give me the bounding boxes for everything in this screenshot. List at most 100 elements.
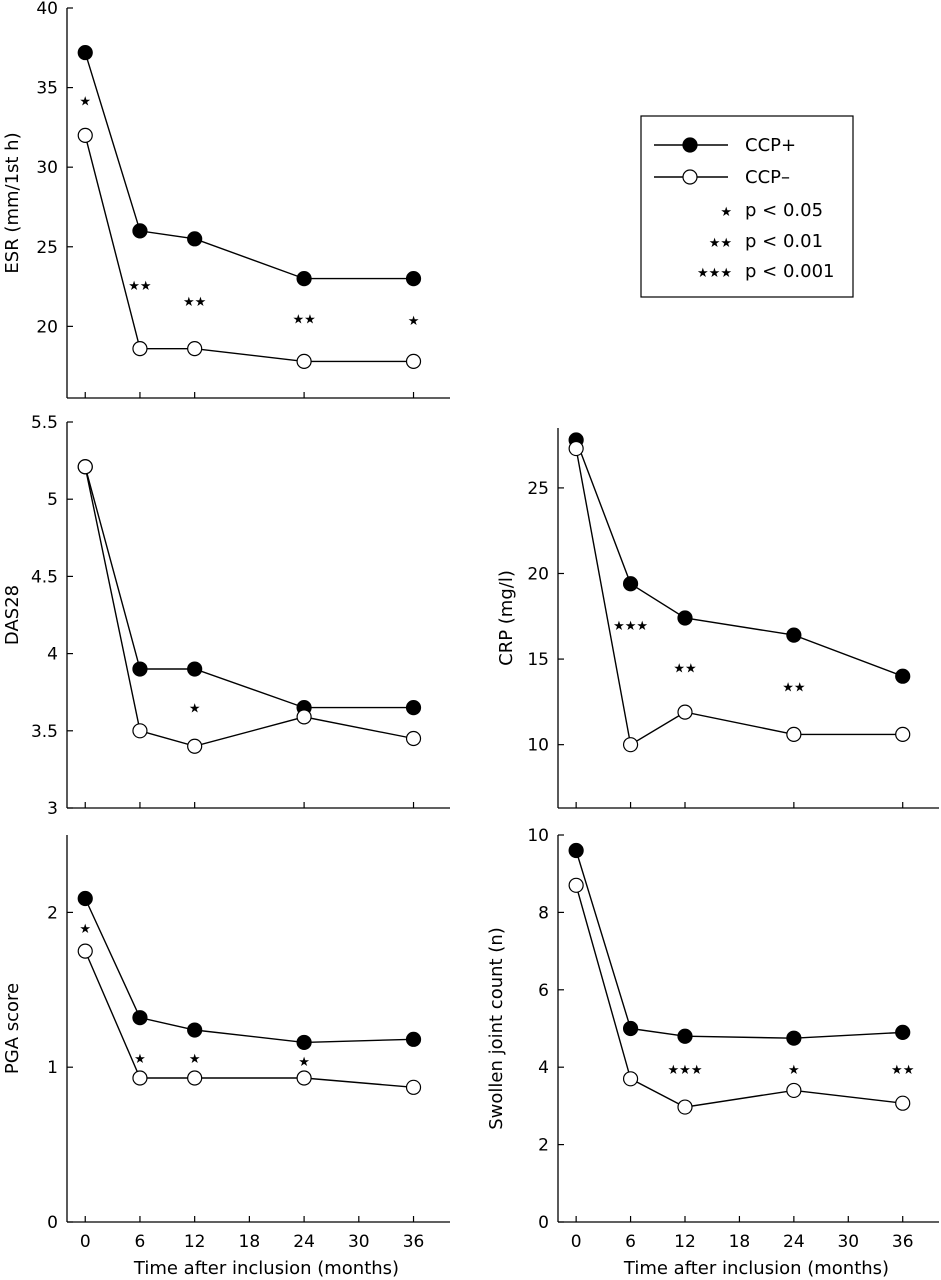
- esr-significance-stars: ★: [79, 94, 91, 109]
- pga-point-ccp-plus: [77, 890, 93, 907]
- sjc-x-axis-title: Time after inclusion (months): [623, 1258, 889, 1279]
- pga-point-ccp-minus: [296, 1070, 312, 1086]
- sjc-point-ccp-minus: [895, 1095, 911, 1111]
- das28-y-tick-label: 5: [47, 490, 58, 510]
- pga-y-tick-label: 0: [47, 1213, 58, 1233]
- esr-y-tick-label: 20: [36, 317, 58, 337]
- pga-significance-stars: ★: [298, 1055, 310, 1070]
- das28-y-tick-label: 5.5: [31, 413, 58, 433]
- sjc-y-tick-label: 0: [538, 1213, 549, 1233]
- crp-significance-stars: ★★★: [613, 619, 648, 634]
- sjc-significance-stars: ★: [788, 1063, 800, 1078]
- pga-point-ccp-minus: [77, 943, 93, 959]
- crp-point-ccp-plus: [895, 668, 911, 684]
- crp-point-ccp-minus: [622, 737, 639, 753]
- sjc-y-tick-label: 10: [527, 826, 549, 846]
- sjc-y-tick-label: 2: [538, 1136, 549, 1156]
- sjc-significance-stars: ★★: [891, 1063, 914, 1078]
- legend: CCP+ CCP– ★ p < 0.05 ★★ p < 0.01 ★★★ p <…: [640, 115, 854, 298]
- crp-y-tick-label: 25: [527, 479, 549, 499]
- pga-y-axis-title: PGA score: [2, 983, 23, 1074]
- das28-y-tick-label: 3: [47, 799, 58, 819]
- crp-y-axis-title: CRP (mg/l): [496, 570, 517, 666]
- sjc-x-tick-label: 12: [674, 1232, 696, 1252]
- sjc-point-ccp-plus: [568, 842, 584, 859]
- das28-point-ccp-minus: [187, 738, 203, 754]
- pga-significance-stars: ★: [134, 1052, 146, 1067]
- pga-point-ccp-plus: [405, 1031, 422, 1047]
- das28-point-ccp-plus: [187, 661, 203, 677]
- crp-point-ccp-minus: [895, 726, 911, 742]
- esr-y-tick-label: 30: [36, 158, 58, 178]
- sjc-point-ccp-minus: [568, 877, 584, 893]
- legend-box: [640, 115, 854, 298]
- esr-y-tick-label: 40: [36, 0, 58, 19]
- crp-point-ccp-plus: [786, 627, 802, 643]
- legend-label-p005: p < 0.05: [745, 200, 823, 221]
- esr-point-ccp-minus: [187, 341, 203, 357]
- legend-label-p001: p < 0.01: [745, 231, 823, 252]
- crp-series-line-ccp-plus: [575, 439, 903, 677]
- das28-y-tick-label: 3.5: [31, 722, 58, 742]
- esr-series-line-ccp-minus: [84, 135, 414, 363]
- crp-significance-stars: ★★: [782, 680, 805, 695]
- legend-stars-p0001: ★★★: [697, 266, 732, 281]
- esr-point-ccp-minus: [405, 353, 422, 369]
- esr-series-line-ccp-plus: [84, 52, 414, 280]
- sjc-point-ccp-plus: [895, 1024, 911, 1040]
- legend-label-p0001: p < 0.001: [745, 261, 834, 282]
- pga-x-tick-label: 18: [239, 1232, 261, 1252]
- crp-point-ccp-plus: [677, 610, 693, 626]
- legend-marker-ccp-plus: [682, 137, 698, 153]
- sjc-significance-stars: ★★★: [668, 1063, 703, 1078]
- sjc-point-ccp-plus: [786, 1030, 802, 1046]
- crp-significance-stars: ★★: [673, 662, 696, 677]
- esr-significance-stars: ★★: [183, 295, 206, 310]
- esr-y-tick-label: 25: [36, 238, 58, 258]
- esr-point-ccp-minus: [296, 353, 312, 369]
- esr-point-ccp-plus: [132, 223, 148, 239]
- esr-significance-stars: ★: [408, 314, 420, 329]
- sjc-x-tick-label: 24: [783, 1232, 805, 1252]
- sjc-y-tick-label: 6: [538, 981, 549, 1001]
- esr-y-tick-label: 35: [36, 79, 58, 99]
- pga-x-tick-label: 0: [80, 1232, 91, 1252]
- crp-series-line-ccp-minus: [575, 448, 903, 746]
- pga-y-tick-label: 1: [47, 1058, 58, 1078]
- esr-y-axis-title: ESR (mm/1st h): [2, 132, 23, 273]
- sjc-x-tick-label: 36: [892, 1232, 914, 1252]
- das28-point-ccp-minus: [77, 459, 93, 475]
- sjc-y-axis-title: Swollen joint count (n): [486, 927, 507, 1130]
- legend-label-ccp-plus: CCP+: [745, 135, 796, 156]
- esr-point-ccp-plus: [296, 271, 312, 287]
- crp-point-ccp-plus: [622, 576, 639, 592]
- das28-point-ccp-minus: [405, 730, 422, 747]
- legend-label-ccp-minus: CCP–: [745, 167, 790, 188]
- pga-x-tick-label: 12: [184, 1232, 206, 1252]
- das28-y-tick-label: 4.5: [31, 567, 58, 587]
- panel-das28: 3 3.5 4 4.5 5 5.5 DAS28 ★: [2, 413, 450, 819]
- esr-point-ccp-minus: [132, 341, 148, 357]
- esr-significance-stars: ★★: [128, 279, 151, 294]
- crp-point-ccp-minus: [786, 726, 802, 742]
- pga-point-ccp-plus: [132, 1010, 148, 1026]
- esr-point-ccp-minus: [77, 127, 93, 143]
- legend-stars-p001: ★★: [709, 236, 732, 251]
- pga-y-tick-label: 2: [47, 903, 58, 923]
- sjc-point-ccp-minus: [677, 1099, 693, 1115]
- crp-y-tick-label: 15: [527, 650, 549, 670]
- crp-point-ccp-minus: [568, 440, 584, 457]
- das28-point-ccp-minus: [296, 709, 312, 725]
- sjc-x-tick-label: 0: [571, 1232, 582, 1252]
- pga-significance-stars: ★: [79, 922, 91, 937]
- pga-point-ccp-minus: [187, 1070, 203, 1086]
- sjc-y-tick-label: 4: [538, 1058, 549, 1078]
- pga-point-ccp-minus: [405, 1079, 422, 1095]
- esr-point-ccp-plus: [405, 271, 422, 287]
- legend-marker-ccp-minus: [682, 169, 698, 185]
- sjc-x-tick-label: 6: [625, 1232, 636, 1252]
- pga-x-tick-label: 30: [348, 1232, 370, 1252]
